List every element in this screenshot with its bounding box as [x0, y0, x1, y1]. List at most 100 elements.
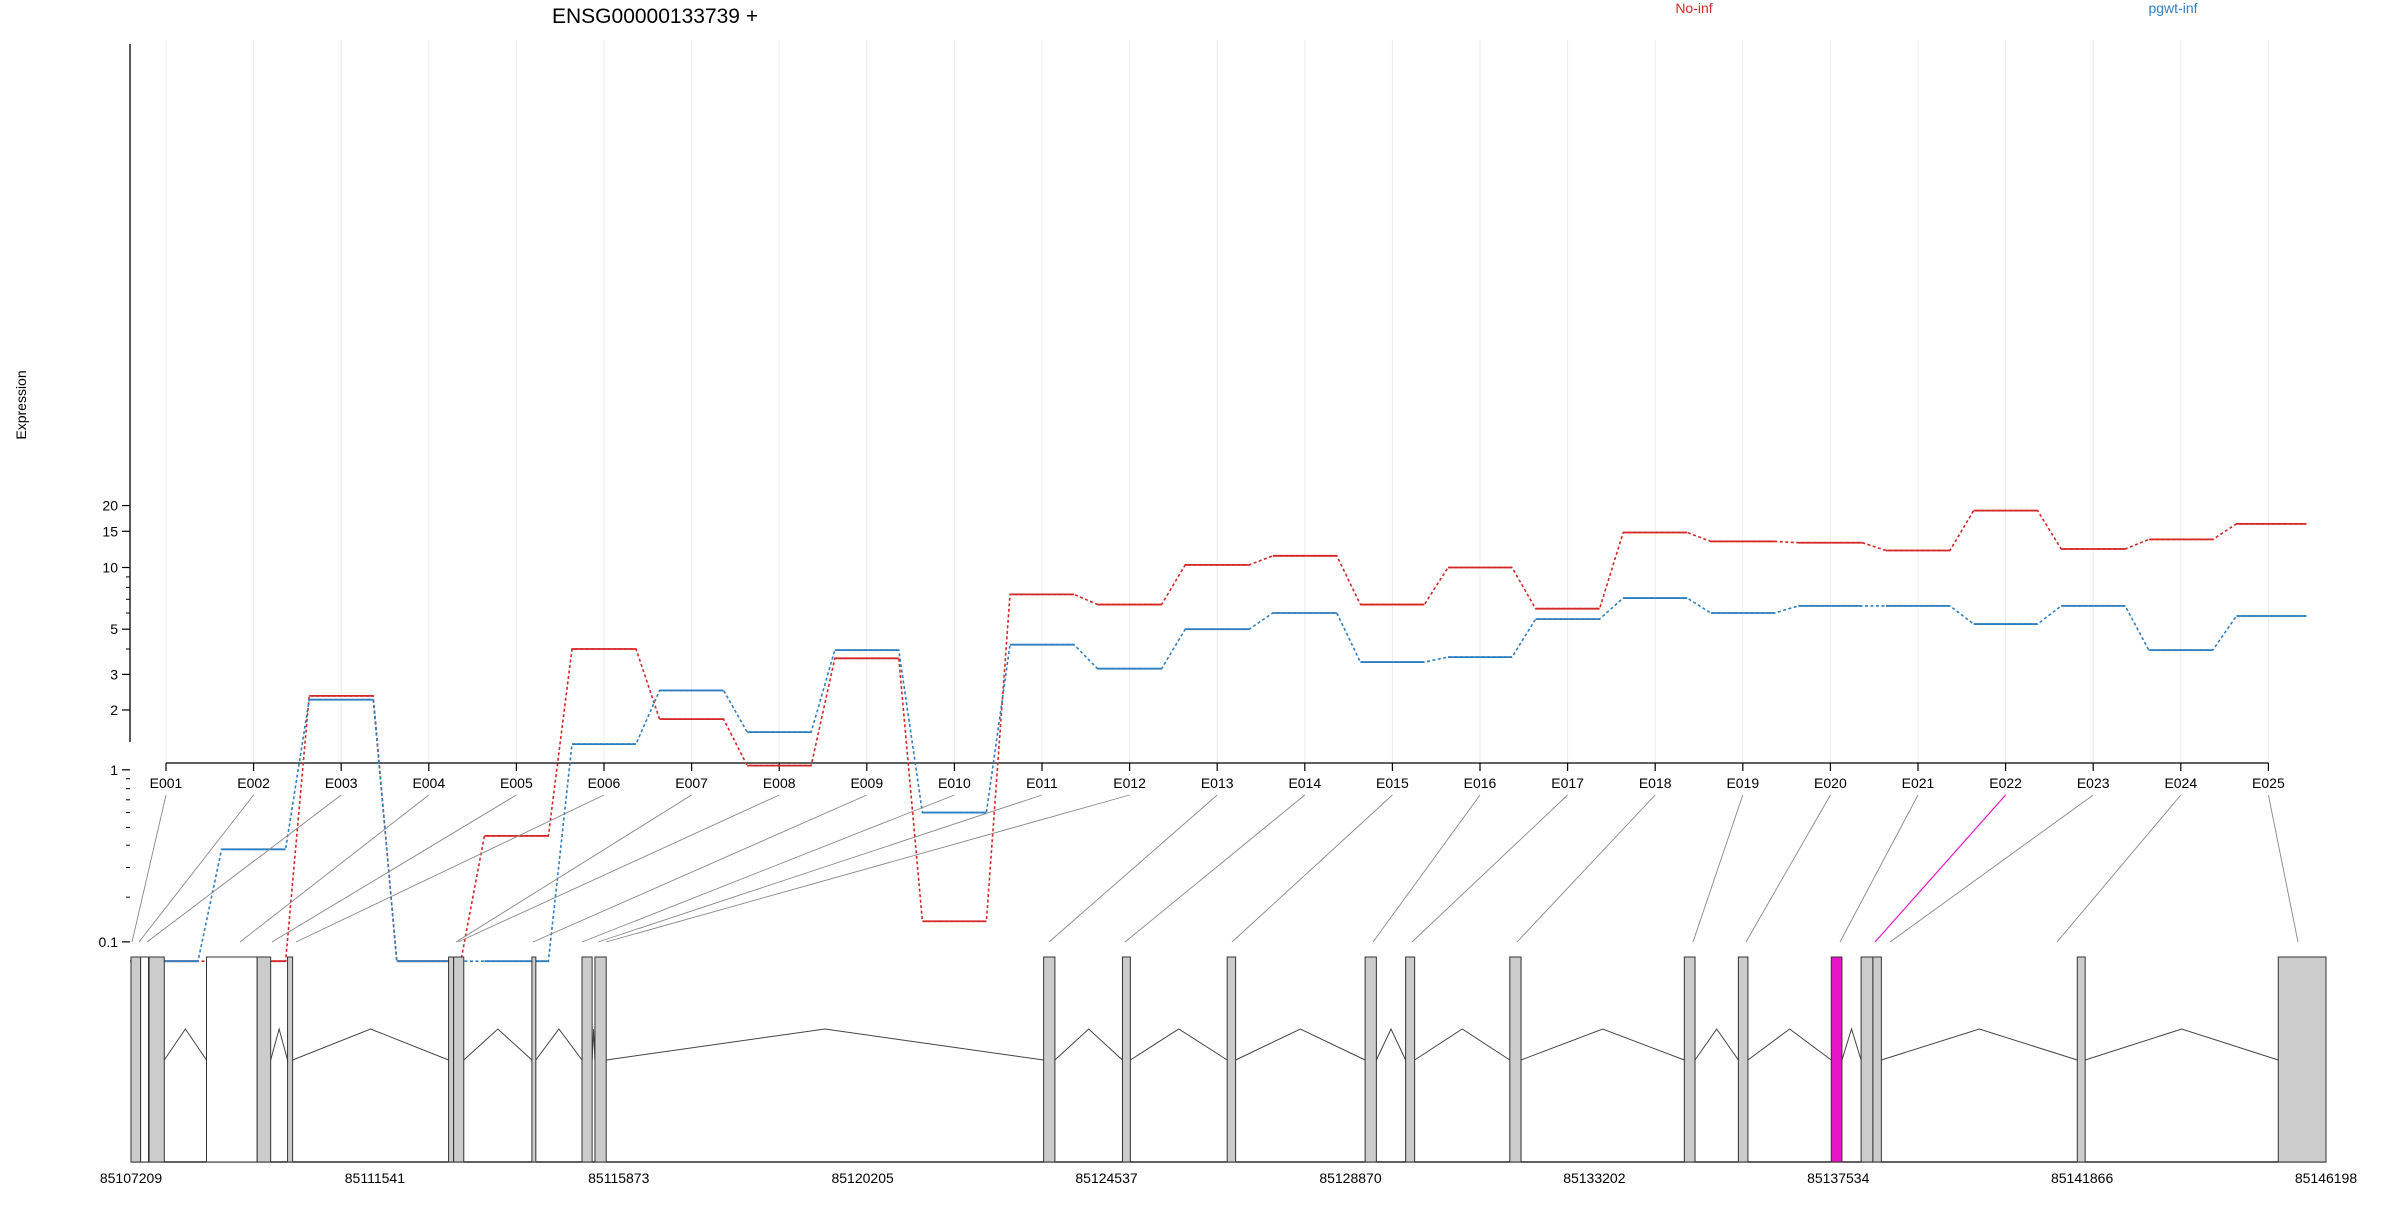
x-tick-label: E004: [412, 775, 445, 791]
chart-title: ENSG00000133739 +: [552, 5, 758, 28]
intron-line: [606, 1028, 1044, 1061]
x-tick-label: E002: [237, 775, 270, 791]
y-tick-label: 3: [110, 666, 118, 682]
x-tick-label: E014: [1288, 775, 1321, 791]
x-tick-label: E024: [2164, 775, 2197, 791]
intron-line: [270, 1027, 289, 1061]
series-lines: [130, 509, 2307, 963]
exon-box: [1737, 956, 1749, 1163]
intron-line: [1130, 1028, 1228, 1061]
connector-line: [131, 794, 167, 943]
x-tick-label: E017: [1551, 775, 1584, 791]
intron-line: [535, 1028, 583, 1061]
x-tick-label: E025: [2252, 775, 2285, 791]
connector-line: [1692, 794, 1744, 943]
exon-box: [148, 956, 165, 1163]
genomic-coordinate-label: 85141866: [2051, 1170, 2114, 1186]
gene-model: 85107209 85111541 85115873 85120205 85124537…: [100, 956, 2358, 1186]
intron-line: [1881, 1028, 2078, 1061]
exon-box: [1509, 956, 1522, 1163]
genomic-coordinate-label: 85115873: [588, 1170, 649, 1186]
x-tick-label: E008: [763, 775, 796, 791]
connector-line: [1839, 794, 1919, 943]
intron-line: [1375, 1027, 1407, 1061]
x-tick-label: E018: [1639, 775, 1672, 791]
x-tick-label: E015: [1376, 775, 1409, 791]
intron-line: [163, 1028, 207, 1061]
y-tick-label: 2: [110, 702, 118, 718]
exon-box: [2076, 956, 2086, 1163]
x-tick-label: E013: [1201, 775, 1234, 791]
intron-line: [1841, 1027, 1862, 1061]
legend-no-inf: No-inf: [1675, 0, 1712, 16]
x-tick-label: E005: [500, 775, 533, 791]
intron-line: [1414, 1028, 1511, 1061]
y-tick-label: 10: [102, 560, 118, 576]
connector-line: [1411, 794, 1568, 943]
x-tick-label: E012: [1113, 775, 1146, 791]
x-tick-label: E019: [1726, 775, 1759, 791]
intron-line: [1235, 1028, 1366, 1061]
exon-box: [1226, 956, 1237, 1163]
exon-box: [448, 956, 455, 1163]
y-tick-label: 5: [110, 621, 118, 637]
exon-box: [130, 956, 142, 1163]
genomic-coordinate-label: 85107209: [100, 1170, 163, 1186]
genomic-coordinate-label: 85111541: [345, 1170, 405, 1186]
exon-box: [1043, 956, 1056, 1163]
exon-box: [453, 956, 465, 1163]
intron-line: [1694, 1028, 1739, 1061]
intron-line: [463, 1028, 533, 1061]
x-tick-label: E009: [850, 775, 883, 791]
axes: 0.1 1 2 3 5 10 15 20 E001 E002 E003 E004 E005 E006 E00…: [99, 44, 2285, 950]
intron-line: [2085, 1028, 2279, 1061]
x-tick-label: E023: [2077, 775, 2110, 791]
genomic-coordinate-label: 85137534: [1807, 1170, 1870, 1186]
intron-line: [1054, 1028, 1123, 1061]
exon-box: [2277, 956, 2327, 1163]
genomic-coordinate-label: 85133202: [1563, 1170, 1626, 1186]
y-tick-label: 1: [110, 762, 118, 778]
exon-highlighted: [1830, 956, 1843, 1163]
connector-line: [2267, 794, 2299, 943]
exon-box: [531, 956, 537, 1163]
connector-line: [532, 794, 867, 943]
y-tick-label: 15: [102, 523, 118, 539]
connector-line: [1231, 794, 1393, 943]
exon-box: [594, 956, 607, 1163]
connector-line: [138, 794, 254, 943]
connector-line: [1048, 794, 1218, 943]
x-tick-label: E020: [1814, 775, 1847, 791]
connector-line: [1124, 794, 1306, 943]
connector-line: [581, 794, 955, 943]
x-tick-label: E016: [1464, 775, 1497, 791]
connector-line: [239, 794, 430, 943]
exon-box: [1121, 956, 1131, 1163]
connector-line: [295, 794, 605, 943]
connector-line: [1372, 794, 1481, 943]
intron-line: [1520, 1028, 1685, 1061]
connector-line: [146, 794, 342, 943]
series-line-no-inf: [130, 509, 2307, 962]
exon-box: [287, 956, 294, 1163]
exon-box: [1364, 956, 1377, 1163]
exon-box: [256, 956, 272, 1163]
genomic-coordinate-label: 85146198: [2295, 1170, 2358, 1186]
genomic-coordinate-label: 85124537: [1075, 1170, 1138, 1186]
exon-box: [1683, 956, 1696, 1163]
grid-lines: [165, 40, 2269, 763]
intron-line: [1747, 1028, 1832, 1061]
exon-box: [1860, 956, 1874, 1163]
exon-box: [140, 956, 150, 1163]
y-tick-label: 0.1: [99, 934, 119, 950]
exon-box: [1405, 956, 1416, 1163]
x-tick-label: E011: [1026, 775, 1058, 791]
x-tick-label: E010: [938, 775, 971, 791]
connector-line: [455, 794, 692, 943]
connector-line: [2056, 794, 2182, 943]
genomic-coordinate-label: 85120205: [831, 1170, 894, 1186]
connector-line: [597, 794, 1043, 943]
genomic-coordinate-label: 85128870: [1319, 1170, 1382, 1186]
exon-box: [581, 956, 593, 1163]
